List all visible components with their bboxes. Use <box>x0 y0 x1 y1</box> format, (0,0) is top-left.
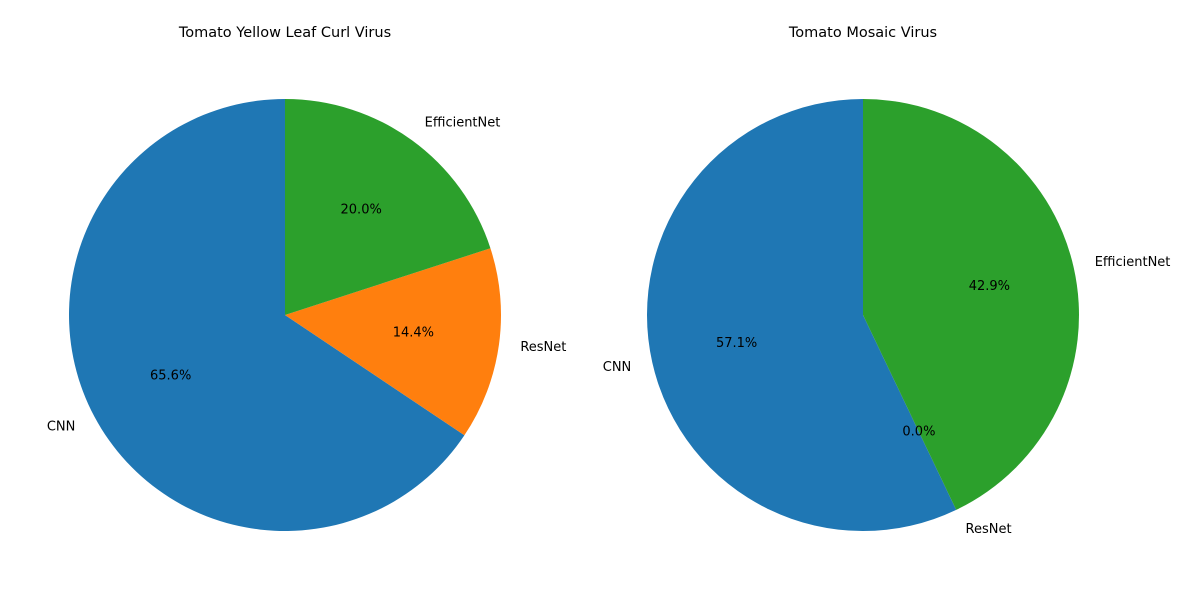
pie-slices <box>646 99 1079 531</box>
percent-label-efficientnet: 42.9% <box>969 279 1010 294</box>
pie-chart-tomato-mosaic-virus: Tomato Mosaic Virus CNN 57.1% ResNet 0.0% Ef… <box>603 25 1171 537</box>
pie-labels: CNN 57.1% ResNet 0.0% EfficientNet 42.9% <box>603 255 1171 537</box>
category-label-resnet: ResNet <box>966 522 1012 537</box>
pie-slices <box>69 99 502 531</box>
percent-label-resnet: 0.0% <box>902 424 935 439</box>
category-label-cnn: CNN <box>47 419 76 434</box>
pie-slice-resnet <box>285 248 502 436</box>
pie-chart-tomato-yellow-leaf-curl-virus: Tomato Yellow Leaf Curl Virus CNN 65.6% Re… <box>47 25 567 531</box>
category-label-efficientnet: EfficientNet <box>1095 255 1171 270</box>
pie-slice-efficientnet <box>863 99 1079 510</box>
percent-label-resnet: 14.4% <box>393 325 434 340</box>
percent-label-cnn: 65.6% <box>150 369 191 384</box>
chart-title: Tomato Mosaic Virus <box>788 25 937 41</box>
pie-slice-cnn <box>69 99 465 531</box>
percent-label-cnn: 57.1% <box>716 336 757 351</box>
pie-slice-efficientnet <box>285 99 491 315</box>
category-label-efficientnet: EfficientNet <box>425 115 501 130</box>
percent-label-efficientnet: 20.0% <box>341 203 382 218</box>
pie-slice-cnn <box>646 99 957 531</box>
category-label-cnn: CNN <box>603 360 632 375</box>
chart-title: Tomato Yellow Leaf Curl Virus <box>178 25 391 41</box>
pie-labels: CNN 65.6% ResNet 14.4% EfficientNet 20.0% <box>47 115 567 434</box>
category-label-resnet: ResNet <box>520 340 566 355</box>
